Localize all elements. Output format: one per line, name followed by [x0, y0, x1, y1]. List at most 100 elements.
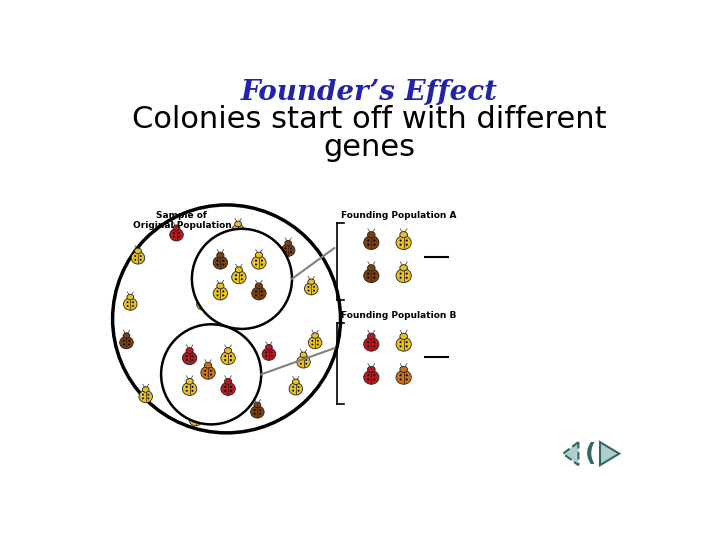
Ellipse shape	[148, 397, 149, 399]
Ellipse shape	[300, 363, 302, 364]
Ellipse shape	[405, 374, 408, 376]
Ellipse shape	[222, 291, 224, 292]
Ellipse shape	[217, 252, 224, 258]
Ellipse shape	[128, 340, 130, 342]
Text: genes: genes	[323, 132, 415, 161]
Ellipse shape	[405, 379, 408, 381]
Ellipse shape	[235, 221, 241, 227]
Ellipse shape	[400, 232, 408, 238]
Ellipse shape	[217, 260, 218, 261]
Ellipse shape	[235, 267, 243, 273]
Ellipse shape	[289, 383, 302, 395]
Ellipse shape	[128, 343, 130, 346]
Ellipse shape	[189, 414, 202, 426]
Ellipse shape	[400, 379, 402, 381]
Ellipse shape	[373, 273, 375, 275]
Polygon shape	[563, 442, 578, 465]
Ellipse shape	[308, 279, 315, 285]
Ellipse shape	[192, 421, 194, 422]
Ellipse shape	[400, 341, 402, 343]
Ellipse shape	[367, 379, 369, 381]
Ellipse shape	[313, 289, 315, 292]
Ellipse shape	[261, 260, 263, 261]
Text: Founding Population A: Founding Population A	[341, 211, 456, 220]
Ellipse shape	[265, 355, 267, 357]
Ellipse shape	[186, 359, 188, 361]
Ellipse shape	[217, 283, 224, 289]
Ellipse shape	[300, 352, 307, 357]
Ellipse shape	[142, 394, 144, 396]
Ellipse shape	[290, 247, 292, 249]
Ellipse shape	[235, 232, 236, 234]
Ellipse shape	[305, 363, 307, 364]
Ellipse shape	[373, 379, 375, 381]
Ellipse shape	[120, 336, 133, 349]
Ellipse shape	[225, 379, 232, 384]
Ellipse shape	[373, 276, 375, 279]
Ellipse shape	[225, 348, 232, 354]
Ellipse shape	[179, 232, 180, 234]
Ellipse shape	[192, 355, 194, 357]
Ellipse shape	[405, 273, 408, 275]
Ellipse shape	[312, 343, 313, 346]
Ellipse shape	[186, 386, 188, 388]
Ellipse shape	[186, 348, 193, 354]
Ellipse shape	[240, 274, 243, 276]
Ellipse shape	[170, 228, 184, 241]
Ellipse shape	[230, 359, 232, 361]
Ellipse shape	[256, 252, 263, 258]
Text: Colonies start off with different: Colonies start off with different	[132, 105, 606, 134]
Ellipse shape	[230, 386, 232, 388]
Ellipse shape	[253, 409, 256, 411]
Ellipse shape	[224, 390, 226, 392]
Ellipse shape	[222, 294, 224, 296]
Ellipse shape	[400, 276, 402, 279]
Ellipse shape	[400, 239, 402, 241]
Ellipse shape	[197, 298, 210, 310]
Text: Founding Population B: Founding Population B	[341, 312, 456, 320]
Ellipse shape	[284, 247, 287, 249]
Text: (: (	[585, 442, 596, 465]
Ellipse shape	[261, 294, 263, 296]
Ellipse shape	[224, 386, 226, 388]
Ellipse shape	[367, 239, 369, 241]
Ellipse shape	[204, 362, 212, 368]
Ellipse shape	[367, 276, 369, 279]
Ellipse shape	[240, 228, 242, 230]
Ellipse shape	[312, 333, 318, 339]
Ellipse shape	[235, 278, 237, 280]
Ellipse shape	[282, 244, 295, 256]
Text: Sample of
Original Population: Sample of Original Population	[132, 211, 231, 231]
Ellipse shape	[255, 294, 257, 296]
Ellipse shape	[254, 402, 261, 408]
Ellipse shape	[200, 305, 202, 307]
Ellipse shape	[290, 251, 292, 253]
Ellipse shape	[240, 232, 242, 234]
Ellipse shape	[266, 345, 272, 350]
Ellipse shape	[186, 379, 193, 384]
Ellipse shape	[256, 283, 263, 289]
Ellipse shape	[259, 409, 261, 411]
Ellipse shape	[217, 294, 218, 296]
Ellipse shape	[373, 244, 375, 246]
Ellipse shape	[255, 260, 257, 261]
Ellipse shape	[259, 413, 261, 415]
Ellipse shape	[292, 390, 294, 392]
Ellipse shape	[127, 301, 128, 303]
Ellipse shape	[400, 273, 402, 275]
Ellipse shape	[213, 287, 228, 300]
Ellipse shape	[221, 382, 235, 395]
Ellipse shape	[253, 413, 256, 415]
Ellipse shape	[135, 255, 136, 257]
Ellipse shape	[173, 236, 175, 238]
Ellipse shape	[297, 390, 300, 392]
Ellipse shape	[131, 252, 145, 264]
Ellipse shape	[255, 291, 257, 292]
Ellipse shape	[205, 305, 207, 307]
Ellipse shape	[305, 359, 307, 361]
Ellipse shape	[132, 301, 134, 303]
Ellipse shape	[186, 355, 188, 357]
Ellipse shape	[367, 345, 369, 347]
Ellipse shape	[124, 298, 137, 310]
Ellipse shape	[182, 382, 197, 395]
